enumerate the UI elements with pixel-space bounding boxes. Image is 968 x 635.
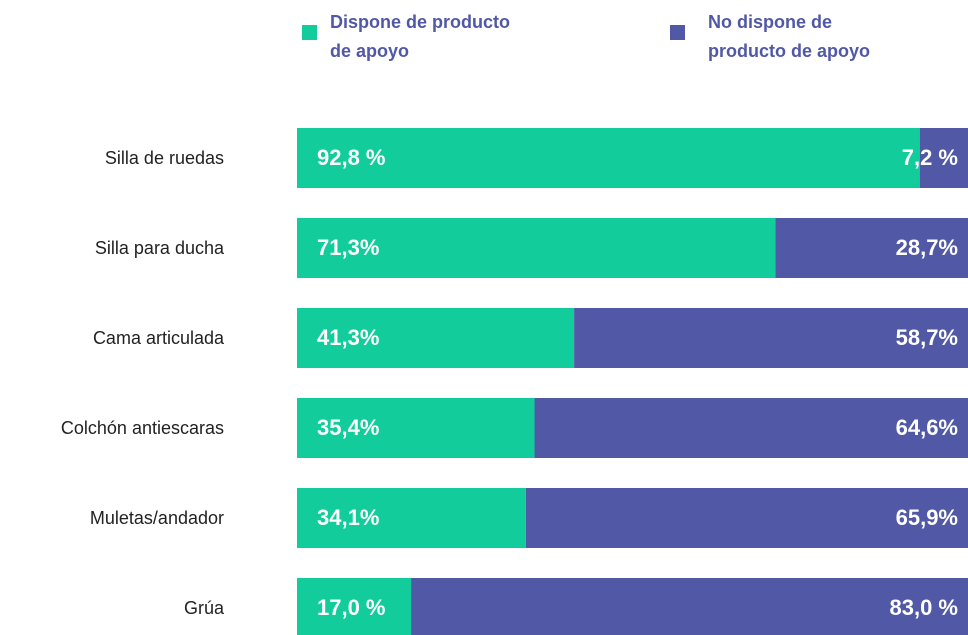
value-label: 65,9%: [896, 505, 958, 530]
value-label: 7,2 %: [902, 145, 958, 170]
value-label: 17,0 %: [317, 595, 386, 620]
value-label: 35,4%: [317, 415, 379, 440]
value-label: 64,6%: [896, 415, 958, 440]
legend-label: Dispone de producto de apoyo: [330, 12, 510, 61]
bar-segment: [574, 308, 968, 368]
category-label: Colchón antiescaras: [61, 418, 224, 438]
legend-swatch: [670, 25, 685, 40]
category-label: Silla para ducha: [95, 238, 225, 258]
category-label: Cama articulada: [93, 328, 225, 348]
bar-segment: [297, 128, 920, 188]
bar-segment: [297, 218, 776, 278]
legend-label: No dispone de producto de apoyo: [708, 12, 870, 61]
value-label: 71,3%: [317, 235, 379, 260]
value-label: 58,7%: [896, 325, 958, 350]
bar-segment: [525, 488, 968, 548]
value-label: 92,8 %: [317, 145, 386, 170]
bar-segment: [297, 398, 535, 458]
bar-segment: [297, 488, 526, 548]
bar-segment: [297, 578, 412, 635]
value-label: 41,3%: [317, 325, 379, 350]
category-label: Silla de ruedas: [105, 148, 224, 168]
category-label: Grúa: [184, 598, 225, 618]
bar-segment: [919, 128, 968, 188]
value-label: 28,7%: [896, 235, 958, 260]
value-label: 34,1%: [317, 505, 379, 530]
bar-segment: [297, 308, 575, 368]
category-label: Muletas/andador: [90, 508, 224, 528]
value-label: 83,0 %: [890, 595, 959, 620]
bar-segment: [411, 578, 968, 635]
bar-segment: [534, 398, 968, 458]
bar-segment: [775, 218, 968, 278]
legend-swatch: [302, 25, 317, 40]
